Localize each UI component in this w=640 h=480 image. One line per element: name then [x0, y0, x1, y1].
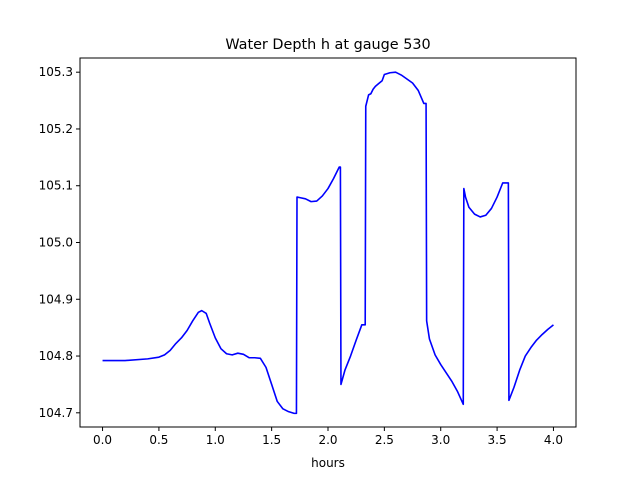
- x-tick-label: 3.5: [488, 433, 507, 447]
- y-tick-label: 105.3: [39, 65, 73, 79]
- y-tick-label: 104.8: [39, 349, 73, 363]
- plot-frame: [79, 57, 577, 428]
- plot-area: [80, 58, 576, 427]
- x-tick-label: 0.5: [149, 433, 168, 447]
- y-axis-ticks: 104.7 104.8 104.9 105.0 105.1 105.2 105.3: [39, 65, 80, 420]
- x-tick-label: 3.0: [431, 433, 450, 447]
- x-tick-label: 0.0: [93, 433, 112, 447]
- series-line: [102, 71, 554, 415]
- y-tick-label: 105.0: [39, 236, 73, 250]
- y-tick-label: 104.7: [39, 406, 73, 420]
- chart-title: Water Depth h at gauge 530: [225, 37, 430, 53]
- x-tick-label: 2.5: [375, 433, 394, 447]
- y-tick-label: 105.1: [39, 179, 73, 193]
- x-axis-label: hours: [311, 456, 345, 470]
- x-axis-ticks: 0.0 0.5 1.0 1.5 2.0 2.5 3.0 3.5 4.0: [93, 427, 563, 447]
- x-tick-label: 4.0: [544, 433, 563, 447]
- x-tick-label: 1.0: [206, 433, 225, 447]
- x-tick-label: 2.0: [318, 433, 337, 447]
- y-tick-label: 104.9: [39, 292, 73, 306]
- x-tick-label: 1.5: [262, 433, 281, 447]
- y-tick-label: 105.2: [39, 122, 73, 136]
